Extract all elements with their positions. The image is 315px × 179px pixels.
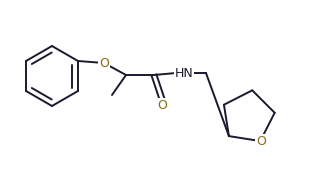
Text: HN: HN: [175, 67, 193, 79]
Text: O: O: [99, 57, 109, 69]
Text: O: O: [157, 98, 167, 112]
Text: O: O: [256, 135, 266, 147]
